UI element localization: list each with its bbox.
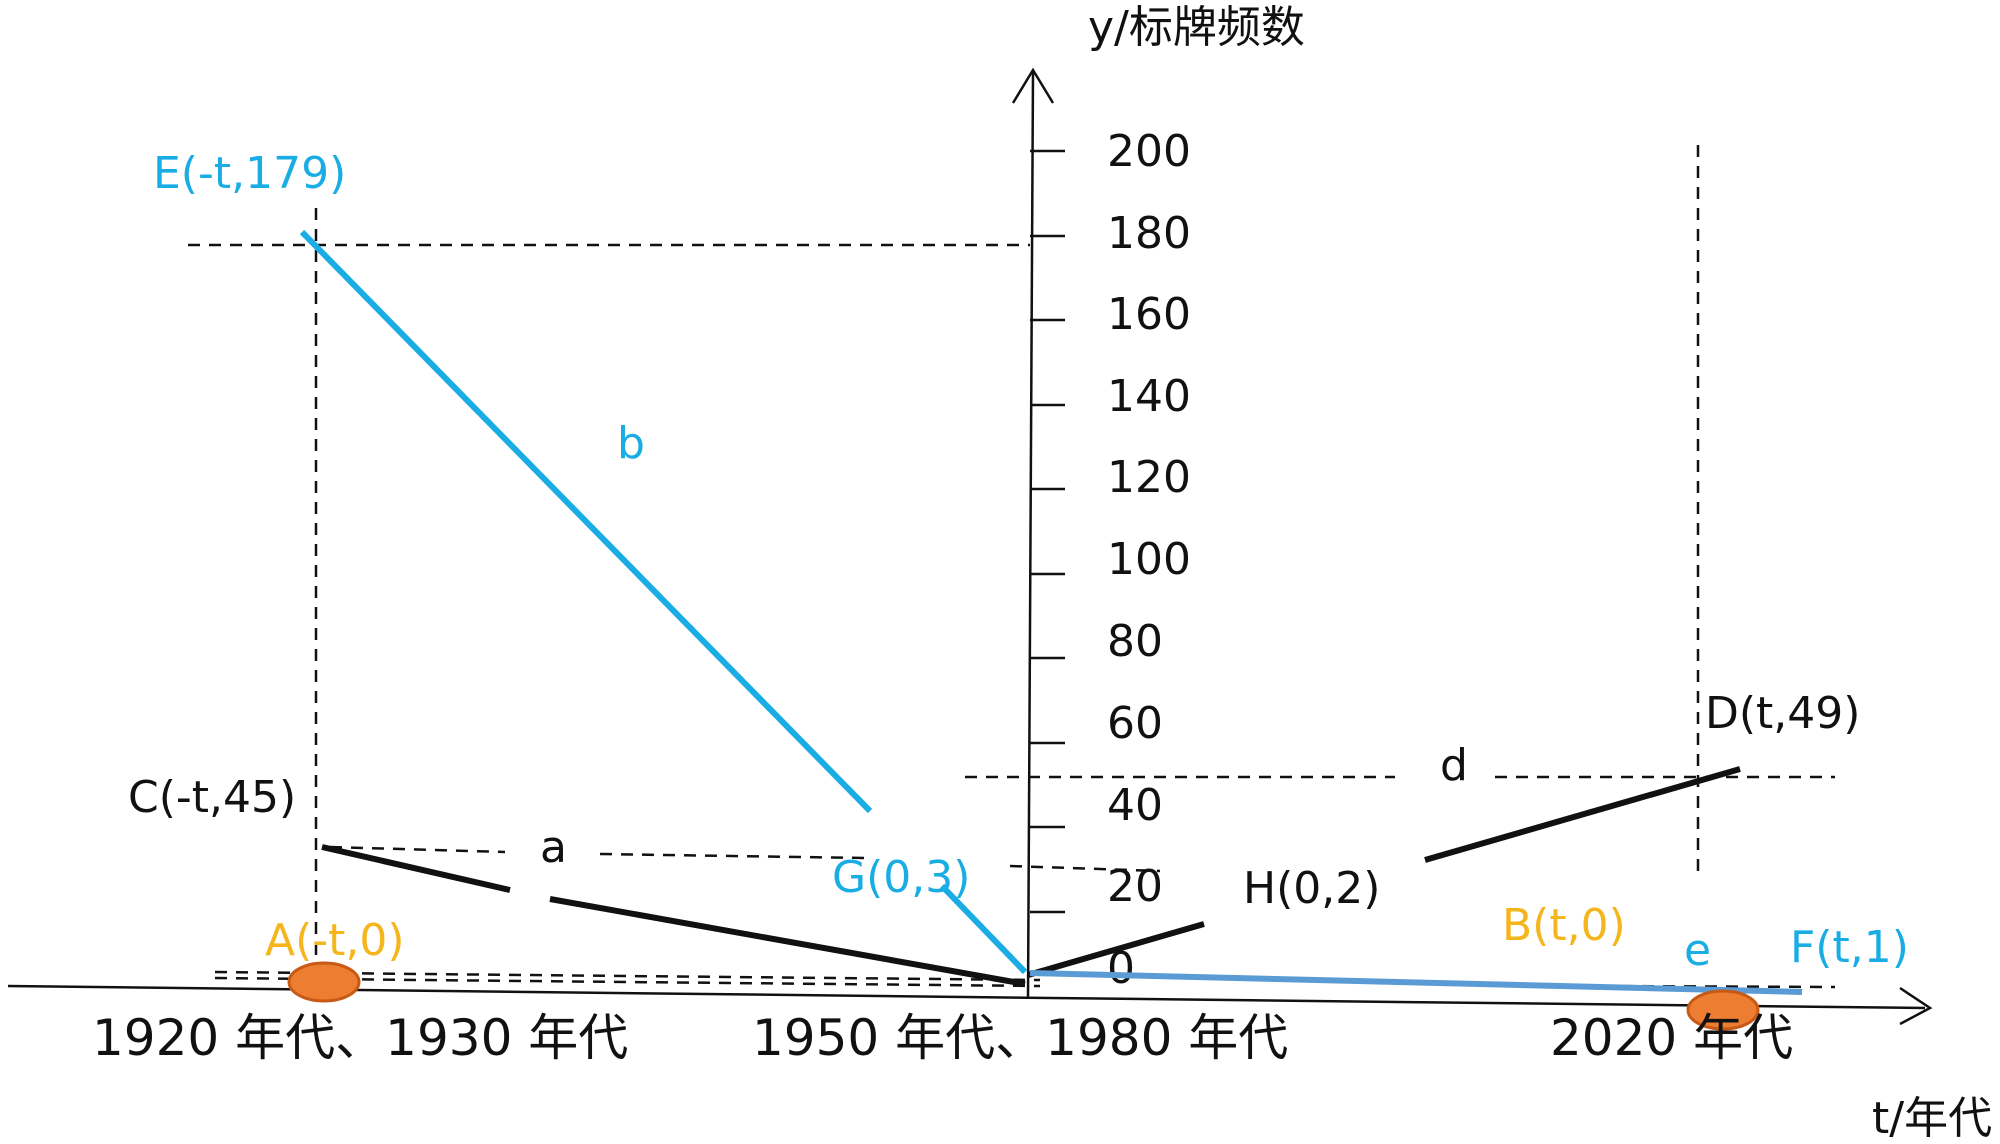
guide-g-horizontal xyxy=(1009,864,1161,873)
guide-f-horizontal xyxy=(1599,984,1836,989)
y-axis xyxy=(1026,71,1035,999)
label-point-h: H(0,2) xyxy=(1243,863,1380,914)
label-point-a: A(-t,0) xyxy=(265,915,405,966)
y-tick-label-120: 120 xyxy=(1107,452,1191,503)
label-line-b: b xyxy=(617,418,645,469)
y-tick-label-40: 40 xyxy=(1107,780,1163,831)
x-category-labels: 1920 年代、1930 年代 1950 年代、1980 年代 2020 年代 xyxy=(92,1009,1793,1067)
guide-c-horizontal-left xyxy=(329,845,506,854)
line-b-upper xyxy=(299,229,873,814)
line-b-lower xyxy=(939,883,1028,975)
y-tick-label-140: 140 xyxy=(1107,371,1191,422)
x-category-2020: 2020 年代 xyxy=(1550,1009,1793,1067)
y-tick-label-100: 100 xyxy=(1107,534,1191,585)
label-line-e: e xyxy=(1684,925,1711,976)
label-point-c: C(-t,45) xyxy=(128,772,296,823)
y-tick-label-60: 60 xyxy=(1107,698,1163,749)
data-lines xyxy=(299,229,1803,995)
point-a-marker xyxy=(287,961,361,1003)
x-category-1920-1930: 1920 年代、1930 年代 xyxy=(92,1009,628,1067)
y-tick-label-160: 160 xyxy=(1107,289,1191,340)
label-point-e: E(-t,179) xyxy=(153,148,346,199)
point-labels: E(-t,179) C(-t,45) A(-t,0) G(0,3) H(0,2)… xyxy=(128,148,1909,973)
line-e xyxy=(1029,970,1803,995)
markers xyxy=(287,961,1760,1031)
label-point-b: B(t,0) xyxy=(1502,900,1626,951)
y-axis-title: y/标牌频数 xyxy=(1088,2,1305,53)
label-line-a: a xyxy=(540,822,567,873)
x-axis-arrowhead xyxy=(1899,986,1933,1026)
line-d-left xyxy=(1027,921,1205,978)
line-labels: b a d e xyxy=(540,418,1711,976)
y-tick-label-200: 200 xyxy=(1107,126,1191,177)
line-a-left xyxy=(321,844,511,893)
point-b-marker xyxy=(1686,989,1760,1031)
x-category-1950-1980: 1950 年代、1980 年代 xyxy=(752,1009,1288,1067)
y-axis-arrowhead xyxy=(1011,67,1055,104)
line-a-right xyxy=(549,896,1026,987)
label-line-d: d xyxy=(1440,740,1468,791)
x-axis-title: t/年代 xyxy=(1872,1093,1992,1144)
y-tick-label-180: 180 xyxy=(1107,208,1191,259)
label-point-f: F(t,1) xyxy=(1790,922,1909,973)
line-d-right xyxy=(1424,766,1741,863)
y-tick-label-20: 20 xyxy=(1107,861,1163,912)
guide-c-horizontal-right xyxy=(599,852,866,860)
y-tick-labels: 0 20 40 60 80 100 120 140 160 180 200 xyxy=(1107,126,1191,994)
guide-lines xyxy=(188,145,1836,990)
y-ticks xyxy=(1030,149,1065,914)
y-tick-label-80: 80 xyxy=(1107,616,1163,667)
label-point-g: G(0,3) xyxy=(832,852,970,903)
label-point-d: D(t,49) xyxy=(1705,688,1860,739)
